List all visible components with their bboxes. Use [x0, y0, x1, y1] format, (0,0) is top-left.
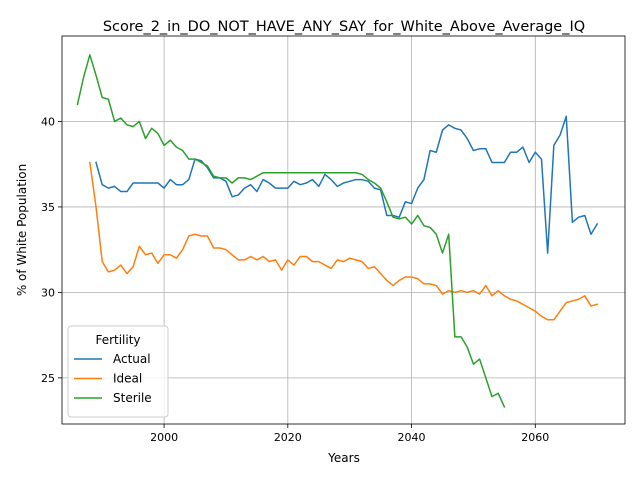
series-lines [76, 54, 599, 408]
legend-title: Fertility [95, 333, 140, 347]
legend-entries: Actual Ideal Sterile [74, 352, 152, 405]
plot-frame [61, 35, 626, 425]
series-line-ideal [88, 161, 599, 321]
y-tick-label: 40 [41, 115, 55, 128]
x-tick-label: 2020 [274, 431, 302, 444]
legend-label-actual: Actual [113, 352, 151, 366]
y-tick-label: 30 [41, 286, 55, 299]
x-tick-label: 2060 [521, 431, 549, 444]
y-tick-label: 25 [41, 372, 55, 385]
series-line-sterile [76, 54, 506, 408]
legend-label-sterile: Sterile [113, 391, 152, 405]
axes: 2000 2020 2040 2060 25 30 35 40 [41, 115, 549, 444]
series-line-actual [95, 115, 599, 254]
y-axis-label: % of White Population [15, 164, 29, 296]
x-axis-label: Years [327, 451, 360, 465]
legend-label-ideal: Ideal [113, 372, 142, 386]
y-tick-label: 35 [41, 201, 55, 214]
chart-title: Score_2_in_DO_NOT_HAVE_ANY_SAY_for_White… [103, 19, 585, 35]
x-tick-label: 2040 [398, 431, 426, 444]
legend: Fertility Actual Ideal Sterile [67, 325, 169, 418]
x-tick-label: 2000 [150, 431, 178, 444]
legend-box [67, 325, 169, 418]
